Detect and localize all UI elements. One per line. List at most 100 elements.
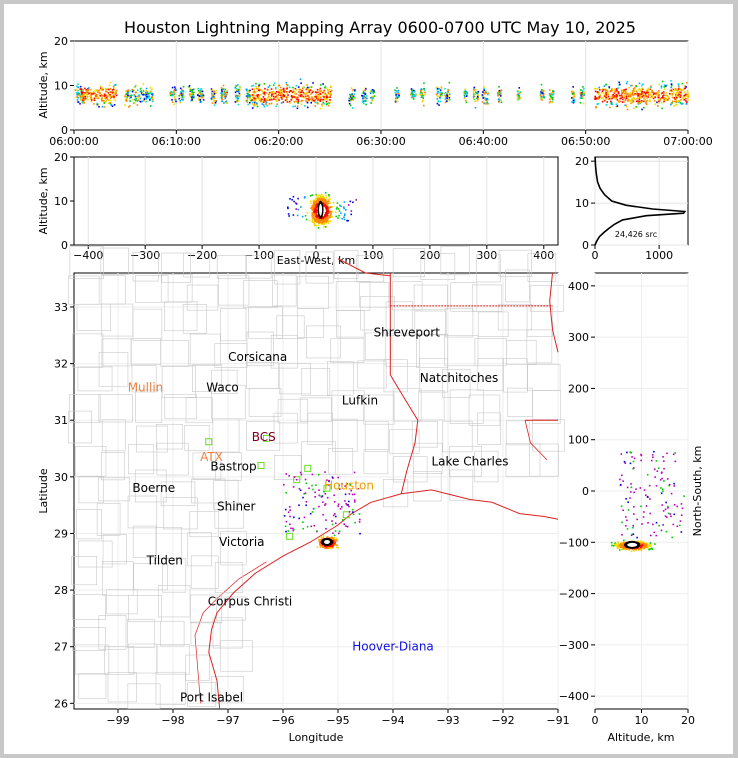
lightning-source	[222, 92, 224, 94]
lightning-source	[331, 520, 333, 522]
altitude-tick-label: 0	[61, 124, 68, 137]
lightning-source	[313, 206, 315, 209]
lightning-source	[464, 96, 466, 98]
lightning-source	[620, 505, 623, 507]
lightning-source	[681, 89, 683, 91]
lightning-source	[626, 519, 628, 522]
county-outline	[102, 534, 127, 565]
lightning-source	[80, 98, 83, 100]
lightning-source	[108, 93, 110, 96]
lightning-source	[85, 90, 88, 93]
lightning-source	[99, 88, 101, 91]
lightning-source	[660, 487, 662, 489]
lightning-source	[211, 92, 213, 95]
source-count-annotation: 24,426 src	[615, 230, 657, 239]
lightning-source	[151, 100, 154, 103]
lightning-source	[670, 80, 672, 82]
east-west-ylabel: Altitude, km	[37, 167, 50, 234]
lightning-source	[257, 85, 260, 88]
lightning-source	[465, 92, 467, 95]
lightning-source	[267, 96, 270, 98]
county-outline	[132, 252, 159, 282]
lightning-source	[423, 91, 426, 94]
lightning-source	[247, 94, 249, 97]
lightning-source	[629, 95, 632, 98]
lightning-source	[262, 91, 265, 94]
lightning-source	[658, 94, 660, 96]
lightning-source	[263, 93, 266, 95]
lightning-source	[665, 530, 668, 533]
lightning-source	[328, 195, 331, 198]
lightning-source	[297, 208, 299, 211]
lightning-source	[641, 84, 643, 87]
county-outline	[385, 301, 414, 336]
lightning-source	[602, 96, 604, 99]
lightning-source	[308, 88, 310, 91]
station-marker	[342, 511, 350, 519]
county-outline	[135, 275, 169, 303]
lightning-source	[549, 89, 551, 91]
lightning-source	[621, 533, 623, 536]
lightning-source	[304, 214, 307, 217]
lightning-source	[173, 86, 176, 88]
lightning-source	[315, 194, 318, 197]
lightning-source	[190, 92, 193, 95]
lightning-source	[343, 216, 345, 219]
time-tick-label: 06:30:00	[356, 135, 405, 148]
lightning-source	[319, 93, 322, 95]
lightning-source	[132, 98, 134, 101]
lightning-source	[307, 99, 309, 102]
lightning-source	[100, 88, 103, 91]
lightning-source	[346, 483, 348, 485]
lightning-source	[596, 98, 599, 101]
lightning-source	[619, 546, 621, 548]
lightning-source	[631, 533, 634, 536]
lightning-source	[629, 497, 631, 499]
lightning-source	[311, 484, 313, 487]
lightning-source	[624, 546, 626, 549]
lightning-source	[661, 488, 664, 491]
lightning-source	[664, 515, 667, 517]
lightning-source	[624, 99, 627, 102]
lightning-source	[422, 99, 424, 102]
lightning-source	[686, 89, 689, 92]
lightning-source	[292, 105, 295, 108]
lightning-source	[437, 90, 439, 93]
lightning-source	[113, 95, 116, 98]
lightning-source	[333, 537, 335, 539]
lightning-source	[320, 197, 323, 200]
lightning-source	[285, 473, 287, 475]
lightning-source	[628, 548, 631, 550]
lightning-source	[140, 93, 143, 96]
lightning-source	[109, 81, 112, 84]
lightning-source	[107, 92, 110, 94]
lightning-source	[650, 86, 652, 89]
lightning-source	[318, 539, 321, 542]
lightning-source	[261, 100, 264, 103]
lightning-source	[437, 100, 440, 103]
lightning-source	[641, 96, 643, 98]
lightning-source	[142, 83, 145, 85]
lightning-source	[300, 103, 303, 105]
lightning-source	[77, 92, 79, 94]
lightning-source	[649, 88, 651, 91]
lightning-source	[551, 90, 554, 92]
lightning-source	[625, 548, 628, 550]
lightning-source	[253, 97, 255, 99]
lightning-source	[611, 96, 614, 99]
lightning-source	[148, 99, 151, 101]
lightning-source	[285, 530, 287, 533]
lightning-source	[320, 84, 322, 86]
lightning-source	[326, 216, 329, 219]
lightning-source	[137, 99, 140, 101]
lightning-source	[604, 90, 607, 92]
lightning-source	[266, 104, 269, 107]
lightning-source	[278, 92, 281, 94]
lightning-source	[145, 97, 148, 100]
lightning-source	[635, 93, 638, 96]
lightning-source	[642, 541, 644, 543]
county-outline	[420, 253, 456, 280]
lightning-source	[321, 200, 324, 203]
lightning-source	[313, 210, 316, 213]
lightning-source	[466, 94, 468, 96]
